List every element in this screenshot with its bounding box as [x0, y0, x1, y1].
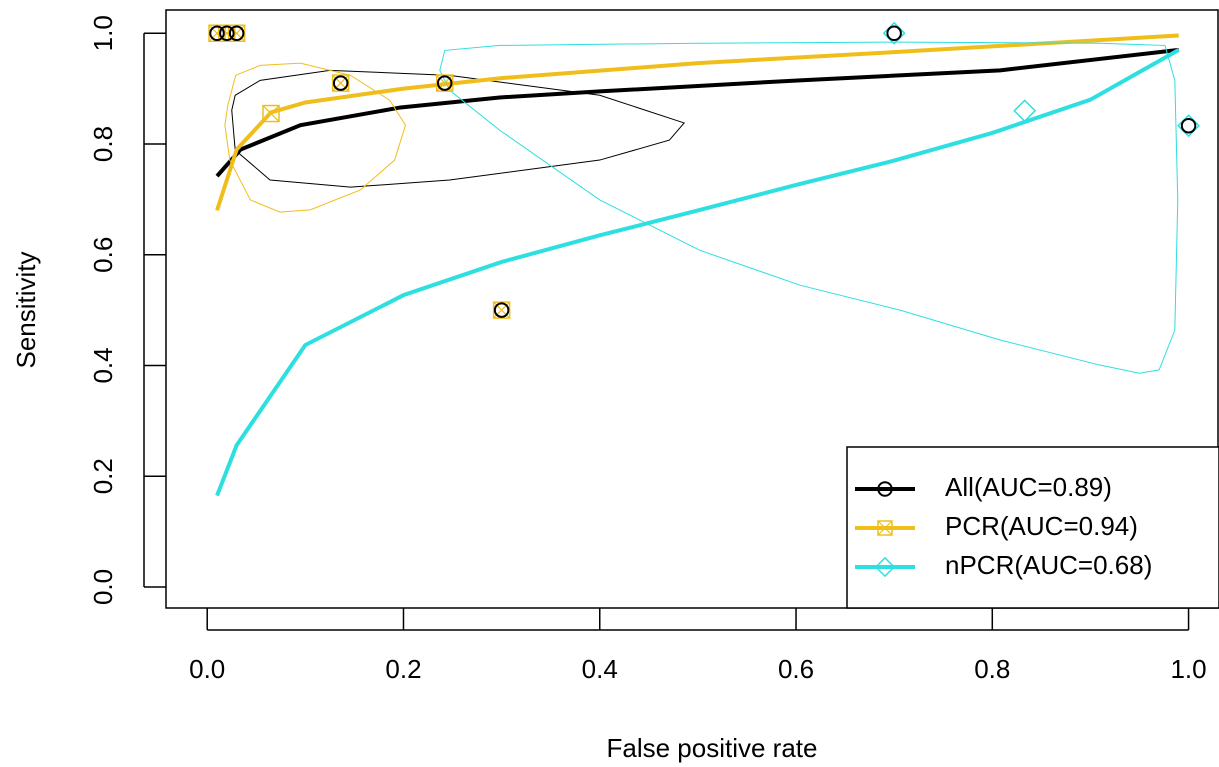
- marker-shape: [436, 75, 453, 91]
- marker-shape: [1013, 99, 1037, 123]
- marker: [877, 481, 893, 497]
- legend-label: nPCR(AUC=0.68): [945, 550, 1152, 580]
- sroc-curve: [215, 48, 1180, 497]
- marker-shape: [877, 520, 893, 536]
- marker-shape: [332, 74, 350, 92]
- marker-shape: [262, 105, 280, 122]
- plot-frame: [165, 9, 1219, 609]
- marker-shape: [209, 25, 225, 42]
- confidence-region: [224, 62, 406, 213]
- legend-label: All(AUC=0.89): [945, 472, 1112, 502]
- marker-shape: [874, 556, 896, 578]
- marker-shape: [332, 75, 349, 91]
- x-tick-label: 1.0: [1170, 654, 1206, 684]
- marker: [1177, 114, 1201, 138]
- marker-shape: [882, 21, 906, 45]
- marker-shape: [331, 74, 350, 92]
- marker-shape: [227, 24, 246, 43]
- y-tick-label: 0.4: [88, 347, 118, 383]
- marker-shape: [1177, 114, 1201, 138]
- x-tick-label: 0.6: [778, 654, 814, 684]
- x-axis-label: False positive rate: [607, 733, 818, 763]
- marker-shape: [877, 481, 893, 497]
- marker: [228, 25, 245, 42]
- marker-shape: [262, 104, 280, 123]
- marker: [492, 301, 511, 319]
- marker-shape: [1180, 117, 1197, 134]
- marker: [1180, 117, 1197, 134]
- marker: [1013, 99, 1037, 123]
- marker-shape: [886, 25, 902, 42]
- marker-shape: [877, 520, 893, 536]
- sroc-curve: [215, 33, 1179, 212]
- marker-shape: [228, 25, 245, 42]
- marker: [886, 25, 902, 42]
- marker-shape: [435, 74, 454, 92]
- marker: [436, 75, 453, 91]
- marker: [874, 556, 896, 578]
- sroc-curve: [215, 47, 1179, 178]
- marker: [877, 520, 893, 536]
- marker-shape: [492, 301, 511, 319]
- marker-shape: [208, 24, 226, 43]
- marker: [262, 104, 280, 123]
- marker-shape: [218, 24, 236, 43]
- marker: [882, 21, 906, 45]
- confidence-region: [439, 41, 1179, 374]
- confidence-region: [231, 69, 686, 188]
- marker: [331, 74, 350, 92]
- x-tick-label: 0.4: [582, 654, 618, 684]
- marker: [209, 25, 225, 42]
- marker-shape: [493, 302, 510, 318]
- marker: [493, 302, 510, 318]
- marker: [219, 25, 235, 42]
- legend-label: PCR(AUC=0.94): [945, 511, 1138, 541]
- x-tick-label: 0.2: [385, 654, 421, 684]
- marker: [332, 75, 349, 91]
- y-tick-label: 0.2: [88, 458, 118, 494]
- y-axis-label: Sensitivity: [11, 251, 41, 368]
- x-tick-label: 0.0: [189, 654, 225, 684]
- y-tick-label: 0.8: [88, 126, 118, 162]
- y-tick-label: 0.0: [88, 569, 118, 605]
- marker-shape: [219, 25, 235, 42]
- y-tick-label: 1.0: [88, 15, 118, 51]
- y-tick-label: 0.6: [88, 237, 118, 273]
- x-tick-label: 0.8: [974, 654, 1010, 684]
- marker-shape: [493, 301, 511, 319]
